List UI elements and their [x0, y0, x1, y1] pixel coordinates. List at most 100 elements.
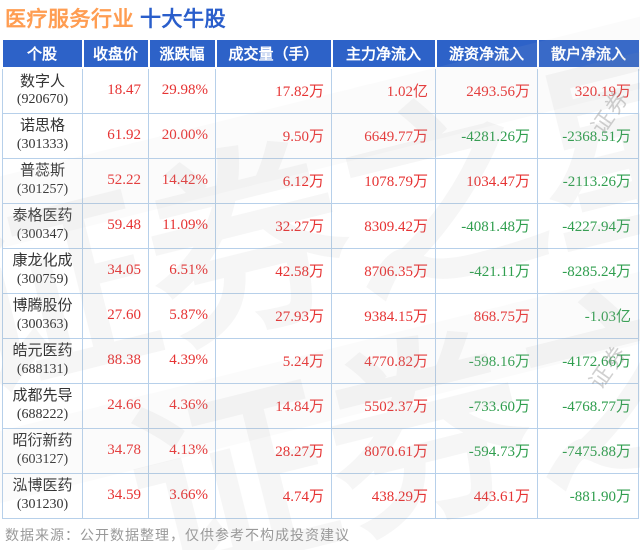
- main-inflow-cell: 438.29万: [331, 472, 436, 519]
- close-price-cell: 18.47: [82, 67, 149, 114]
- stock-name: 数字人: [19, 72, 65, 90]
- stock-name-cell: 博腾股份 (300363): [2, 292, 83, 339]
- retail-inflow-cell: -8285.24万: [537, 247, 639, 294]
- main-inflow-cell: 8309.42万: [331, 202, 436, 249]
- main-inflow-cell: 6649.77万: [331, 112, 436, 159]
- volume-cell: 27.93万: [215, 292, 332, 339]
- header-change-percent: 涨跌幅: [147, 40, 216, 69]
- table-row: 昭衍新药 (603127) 34.78 4.13% 28.27万 8070.61万 -594…: [2, 427, 639, 474]
- stock-name: 泰格医药: [12, 207, 73, 225]
- stock-name-cell: 诺思格 (301333): [2, 112, 83, 159]
- close-price-cell: 24.66: [82, 382, 149, 429]
- table-row: 泰格医药 (300347) 59.48 11.09% 32.27万 8309.42万 -40…: [2, 202, 639, 249]
- table-row: 皓元医药 (688131) 88.38 4.39% 5.24万 4770.82万 -598.…: [2, 337, 639, 384]
- header-close-price: 收盘价: [81, 40, 149, 69]
- hotmoney-inflow-cell: 2493.56万: [435, 67, 538, 114]
- stock-name: 普蕊斯: [19, 162, 65, 180]
- stock-code: (688222): [16, 407, 69, 423]
- close-price-cell: 61.92: [82, 112, 149, 159]
- hotmoney-inflow-cell: 443.61万: [435, 472, 538, 519]
- stock-code: (300363): [16, 317, 69, 333]
- change-percent-cell: 4.36%: [148, 382, 216, 429]
- stock-name-cell: 皓元医药 (688131): [2, 337, 83, 384]
- table-row: 泓博医药 (301230) 34.59 3.66% 4.74万 438.29万 443.61…: [2, 472, 639, 519]
- change-percent-cell: 11.09%: [148, 202, 216, 249]
- main-inflow-cell: 4770.82万: [331, 337, 436, 384]
- header-hotmoney-inflow: 游资净流入: [434, 40, 538, 69]
- table-row: 博腾股份 (300363) 27.60 5.87% 27.93万 9384.15万 868.…: [2, 292, 639, 339]
- retail-inflow-cell: -4768.77万: [537, 382, 639, 429]
- change-percent-cell: 29.98%: [148, 67, 216, 114]
- volume-cell: 6.12万: [215, 157, 332, 204]
- retail-inflow-cell: -2368.51万: [537, 112, 639, 159]
- retail-inflow-cell: -4227.94万: [537, 202, 639, 249]
- change-percent-cell: 5.87%: [148, 292, 216, 339]
- retail-inflow-cell: -2113.26万: [537, 157, 639, 204]
- stock-code: (688131): [16, 362, 69, 378]
- stock-name-cell: 数字人 (920670): [2, 67, 83, 114]
- close-price-cell: 34.59: [82, 472, 149, 519]
- close-price-cell: 88.38: [82, 337, 149, 384]
- change-percent-cell: 4.39%: [148, 337, 216, 384]
- stock-code: (301230): [16, 497, 69, 513]
- stock-code: (603127): [16, 452, 69, 468]
- stock-code: (300759): [16, 272, 69, 288]
- stock-name-cell: 昭衍新药 (603127): [2, 427, 83, 474]
- stock-name: 泓博医药: [12, 477, 73, 495]
- retail-inflow-cell: -881.90万: [537, 472, 639, 519]
- retail-inflow-cell: -7475.88万: [537, 427, 639, 474]
- volume-cell: 17.82万: [215, 67, 332, 114]
- header-retail-inflow: 散户净流入: [536, 40, 639, 69]
- stock-name: 博腾股份: [12, 297, 73, 315]
- hotmoney-inflow-cell: -733.60万: [435, 382, 538, 429]
- stock-name-cell: 成都先导 (688222): [2, 382, 83, 429]
- stock-code: (920670): [16, 92, 69, 108]
- close-price-cell: 27.60: [82, 292, 149, 339]
- close-price-cell: 59.48: [82, 202, 149, 249]
- stock-name-cell: 泰格医药 (300347): [2, 202, 83, 249]
- volume-cell: 32.27万: [215, 202, 332, 249]
- change-percent-cell: 6.51%: [148, 247, 216, 294]
- hotmoney-inflow-cell: -594.73万: [435, 427, 538, 474]
- stock-name: 皓元医药: [12, 342, 73, 360]
- change-percent-cell: 20.00%: [148, 112, 216, 159]
- hotmoney-inflow-cell: 1034.47万: [435, 157, 538, 204]
- table-row: 诺思格 (301333) 61.92 20.00% 9.50万 6649.77万 -4281…: [2, 112, 639, 159]
- change-percent-cell: 3.66%: [148, 472, 216, 519]
- stock-table: 个股 收盘价 涨跌幅 成交量（手） 主力净流入 游资净流入 散户净流入 数字人 (…: [2, 40, 639, 519]
- hotmoney-inflow-cell: 868.75万: [435, 292, 538, 339]
- table-row: 数字人 (920670) 18.47 29.98% 17.82万 1.02亿 2493.56…: [2, 67, 639, 114]
- change-percent-cell: 14.42%: [148, 157, 216, 204]
- main-inflow-cell: 1078.79万: [331, 157, 436, 204]
- retail-inflow-cell: -1.03亿: [537, 292, 639, 339]
- volume-cell: 28.27万: [215, 427, 332, 474]
- table-header: 个股 收盘价 涨跌幅 成交量（手） 主力净流入 游资净流入 散户净流入: [2, 40, 639, 69]
- header-volume: 成交量（手）: [214, 40, 332, 69]
- volume-cell: 42.58万: [215, 247, 332, 294]
- main-inflow-cell: 8070.61万: [331, 427, 436, 474]
- page-title: 医疗服务行业 十大牛股: [5, 3, 226, 33]
- table-row: 普蕊斯 (301257) 52.22 14.42% 6.12万 1078.79万 1034.…: [2, 157, 639, 204]
- close-price-cell: 52.22: [82, 157, 149, 204]
- stock-code: (300347): [16, 227, 69, 243]
- hotmoney-inflow-cell: -421.11万: [435, 247, 538, 294]
- title-topic: 十大牛股: [140, 8, 226, 31]
- stock-name: 昭衍新药: [12, 432, 73, 450]
- volume-cell: 5.24万: [215, 337, 332, 384]
- stock-name-cell: 普蕊斯 (301257): [2, 157, 83, 204]
- hotmoney-inflow-cell: -598.16万: [435, 337, 538, 384]
- hotmoney-inflow-cell: -4281.26万: [435, 112, 538, 159]
- change-percent-cell: 4.13%: [148, 427, 216, 474]
- hotmoney-inflow-cell: -4081.48万: [435, 202, 538, 249]
- title-industry: 医疗服务行业: [5, 8, 134, 31]
- table-row: 康龙化成 (300759) 34.05 6.51% 42.58万 8706.35万 -421…: [2, 247, 639, 294]
- volume-cell: 14.84万: [215, 382, 332, 429]
- stock-name-cell: 泓博医药 (301230): [2, 472, 83, 519]
- close-price-cell: 34.05: [82, 247, 149, 294]
- stock-code: (301333): [16, 137, 69, 153]
- stock-name: 成都先导: [12, 387, 73, 405]
- main-inflow-cell: 8706.35万: [331, 247, 436, 294]
- main-inflow-cell: 5502.37万: [331, 382, 436, 429]
- table-row: 成都先导 (688222) 24.66 4.36% 14.84万 5502.37万 -733…: [2, 382, 639, 429]
- retail-inflow-cell: -4172.66万: [537, 337, 639, 384]
